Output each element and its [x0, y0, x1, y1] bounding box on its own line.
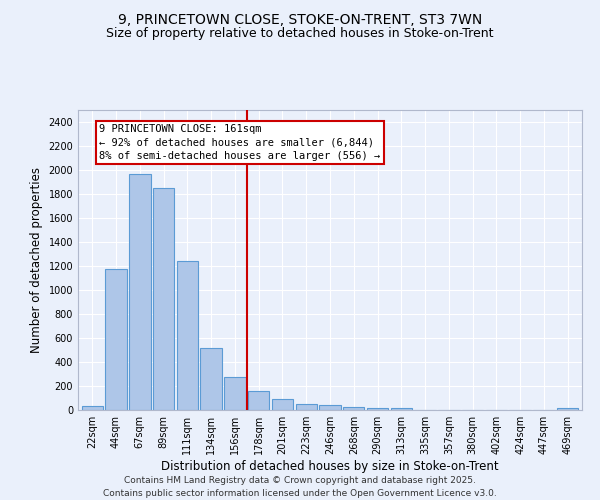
Bar [129, 174, 151, 410]
Bar [296, 404, 317, 410]
Bar [200, 348, 222, 410]
Bar [272, 399, 293, 410]
Bar [391, 408, 412, 410]
Bar [176, 261, 198, 410]
Bar [367, 408, 388, 410]
Bar [343, 406, 364, 410]
Bar [106, 269, 127, 410]
Text: Size of property relative to detached houses in Stoke-on-Trent: Size of property relative to detached ho… [106, 28, 494, 40]
X-axis label: Distribution of detached houses by size in Stoke-on-Trent: Distribution of detached houses by size … [161, 460, 499, 473]
Bar [248, 391, 269, 410]
Bar [319, 405, 341, 410]
Bar [557, 408, 578, 410]
Bar [153, 188, 174, 410]
Text: Contains HM Land Registry data © Crown copyright and database right 2025.
Contai: Contains HM Land Registry data © Crown c… [103, 476, 497, 498]
Text: 9, PRINCETOWN CLOSE, STOKE-ON-TRENT, ST3 7WN: 9, PRINCETOWN CLOSE, STOKE-ON-TRENT, ST3… [118, 12, 482, 26]
Text: 9 PRINCETOWN CLOSE: 161sqm
← 92% of detached houses are smaller (6,844)
8% of se: 9 PRINCETOWN CLOSE: 161sqm ← 92% of deta… [100, 124, 380, 161]
Bar [224, 377, 245, 410]
Y-axis label: Number of detached properties: Number of detached properties [30, 167, 43, 353]
Bar [82, 406, 103, 410]
